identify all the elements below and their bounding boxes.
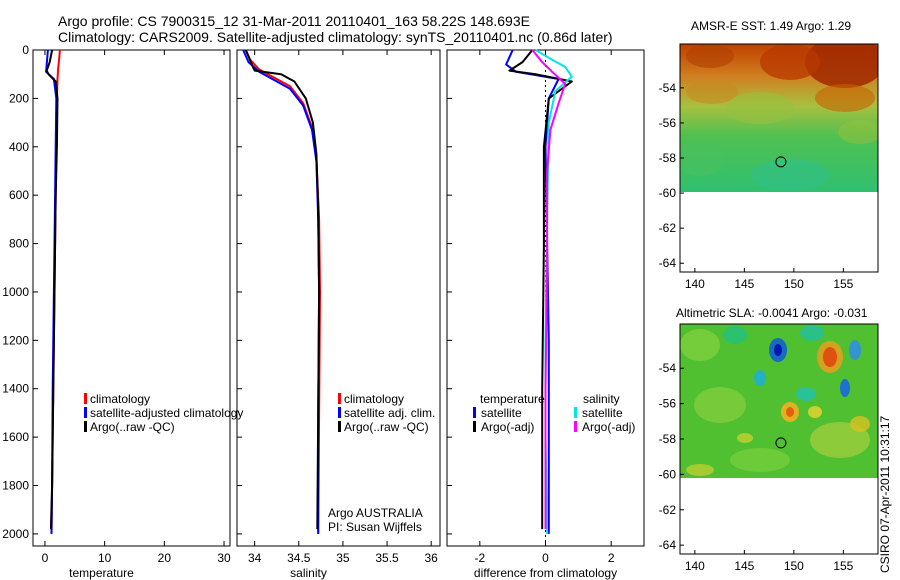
legend-swatch-argo — [338, 421, 341, 432]
sst-map-title: AMSR-E SST: 1.49 Argo: 1.29 — [691, 19, 851, 33]
y-tick-label: 1000 — [2, 285, 29, 299]
y-tick-label: 1600 — [2, 430, 29, 444]
map-y-tick-label: -58 — [659, 151, 677, 165]
legend-label-argo: Argo(..raw -QC) — [90, 420, 175, 434]
legend-swatch-salinity-satellite — [574, 407, 577, 418]
x-axis-label: difference from climatology — [474, 566, 617, 580]
map-x-tick-label: 140 — [685, 277, 705, 291]
map-y-tick-label: -64 — [659, 538, 677, 552]
sst-map: AMSR-E SST: 1.49 Argo: 1.29 140 145 150 155… — [659, 19, 879, 291]
temperature-chart: 0 10 20 30 0 200 400 600 800 1000 1200 1400 1600 1800… — [2, 43, 231, 580]
salinity-chart: 34 34.5 35 35.5 36 salinity — [237, 49, 438, 580]
legend-swatch-salinity-argo — [574, 421, 577, 432]
map-y-tick-label: -60 — [659, 467, 677, 481]
temperature-legend: climatology satellite-adjusted climatolo… — [84, 392, 243, 434]
side-timestamp: CSIRO 07-Apr-2011 10:31:17 — [878, 415, 892, 573]
legend-swatch-satellite-adjusted — [84, 407, 87, 418]
series-line-temperature-satellite — [505, 49, 560, 534]
map-y-tick-label: -54 — [659, 361, 677, 375]
x-axis-label: temperature — [69, 566, 134, 580]
legend-label-argo: Argo(..raw -QC) — [344, 420, 429, 434]
x-tick-label: 35 — [336, 551, 350, 565]
legend-label-salinity-satellite: satellite — [582, 406, 623, 420]
temperature-plot-frame — [32, 49, 231, 547]
sst-map-field — [680, 44, 878, 192]
x-tick-label: 36 — [424, 551, 438, 565]
map-y-tick-label: -60 — [659, 186, 677, 200]
legend-swatch-climatology — [338, 393, 341, 404]
series-line-satellite-adj-clim — [242, 49, 321, 534]
x-tick-label: 2 — [608, 551, 615, 565]
map-y-tick-label: -64 — [659, 256, 677, 270]
x-tick-label: 0 — [42, 551, 49, 565]
map-x-tick-label: 140 — [685, 559, 705, 573]
legend-label-satellite-adj: satellite adj. clim. — [344, 406, 435, 420]
y-tick-label: 600 — [9, 188, 29, 202]
annotation-pi: PI: Susan Wijffels — [328, 520, 422, 534]
legend-swatch-satellite-adj — [338, 407, 341, 418]
legend-swatch-argo — [84, 421, 87, 432]
series-line-argo-raw-qc — [244, 49, 321, 530]
legend-swatch-temperature-argo — [473, 421, 476, 432]
legend-label-temperature-satellite: satellite — [481, 406, 522, 420]
legend-title-salinity: salinity — [583, 392, 620, 406]
legend-label-salinity-argo: Argo(-adj) — [582, 420, 635, 434]
x-tick-label: 34.5 — [287, 551, 311, 565]
legend-label-climatology: climatology — [344, 392, 404, 406]
sla-map-field — [680, 324, 878, 478]
title-line-2: Climatology: CARS2009. Satellite-adjuste… — [58, 29, 613, 45]
map-y-tick-label: -62 — [659, 221, 677, 235]
map-x-tick-label: 145 — [734, 277, 754, 291]
map-y-tick-label: -58 — [659, 432, 677, 446]
difference-legend: temperature salinity satellite Argo(-adj… — [473, 392, 635, 434]
legend-label-temperature-argo: Argo(-adj) — [481, 420, 534, 434]
y-tick-label: 1800 — [2, 479, 29, 493]
x-tick-label: 10 — [98, 551, 112, 565]
sla-map-title: Altimetric SLA: -0.0041 Argo: -0.031 — [676, 306, 868, 320]
y-tick-label: 0 — [22, 43, 29, 57]
map-x-tick-label: 150 — [784, 559, 804, 573]
argo-location-marker — [775, 437, 787, 449]
y-tick-label: 400 — [9, 140, 29, 154]
x-tick-label: 0 — [542, 551, 549, 565]
salinity-legend: climatology satellite adj. clim. Argo(..… — [328, 392, 435, 534]
map-y-tick-label: -54 — [659, 81, 677, 95]
y-tick-label: 2000 — [2, 527, 29, 541]
map-x-tick-label: 150 — [784, 277, 804, 291]
map-y-tick-label: -56 — [659, 397, 677, 411]
series-line-salinity-satellite — [535, 49, 573, 534]
x-tick-label: 30 — [217, 551, 231, 565]
sst-map-axes: 140 145 150 155 -54 -56 -58 -60 -62 -64 — [659, 81, 854, 291]
y-tick-label: 1400 — [2, 382, 29, 396]
x-tick-label: -2 — [474, 551, 485, 565]
series-line-salinity-argo-adj — [531, 49, 567, 530]
map-x-tick-label: 155 — [833, 559, 853, 573]
map-y-tick-label: -56 — [659, 116, 677, 130]
x-tick-label: 20 — [158, 551, 172, 565]
series-line-argo-raw-qc — [45, 49, 59, 530]
argo-location-marker — [775, 156, 787, 168]
legend-title-temperature: temperature — [480, 392, 545, 406]
legend-swatch-climatology — [84, 393, 87, 404]
sla-map: Altimetric SLA: -0.0041 Argo: -0.031 — [659, 306, 879, 573]
title-line-1: Argo profile: CS 7900315_12 31-Mar-2011 … — [58, 13, 530, 29]
x-tick-label: 35.5 — [375, 551, 399, 565]
legend-swatch-temperature-satellite — [473, 407, 476, 418]
x-tick-label: 34 — [248, 551, 262, 565]
series-line-temperature-argo-adj — [508, 49, 573, 530]
y-tick-label: 1200 — [2, 333, 29, 347]
y-tick-label: 800 — [9, 237, 29, 251]
legend-label-satellite-adjusted: satellite-adjusted climatology — [90, 406, 243, 420]
y-tick-label: 200 — [9, 91, 29, 105]
x-axis-label: salinity — [290, 566, 327, 580]
map-x-tick-label: 145 — [734, 559, 754, 573]
salinity-plot-frame — [236, 49, 441, 547]
annotation-argo-australia: Argo AUSTRALIA — [328, 506, 423, 520]
map-x-tick-label: 155 — [833, 277, 853, 291]
legend-label-climatology: climatology — [90, 392, 150, 406]
map-y-tick-label: -62 — [659, 503, 677, 517]
sla-map-axes: 140 145 150 155 -54 -56 -58 -60 -62 -64 — [659, 361, 854, 573]
